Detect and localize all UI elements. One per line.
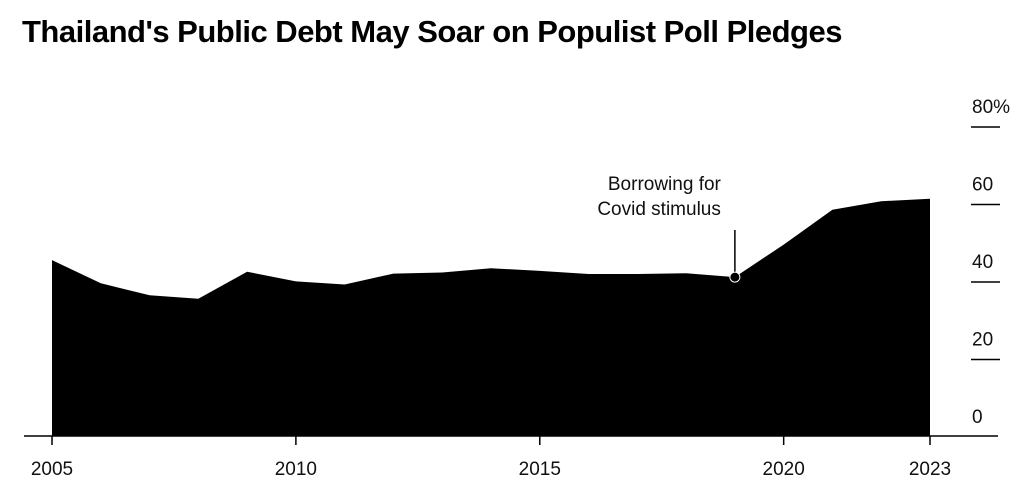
- annotation-marker: [729, 271, 741, 283]
- debt-area-series: [52, 198, 930, 436]
- y-tick-label: 60: [972, 175, 993, 196]
- x-tick-label: 2005: [31, 459, 73, 480]
- chart-title: Thailand's Public Debt May Soar on Popul…: [22, 14, 842, 49]
- y-tick-label: 0: [972, 407, 983, 428]
- annotation-text: Borrowing for: [608, 174, 722, 195]
- y-tick-label: 20: [972, 330, 993, 351]
- x-tick-label: 2015: [519, 459, 561, 480]
- y-tick-label: 40: [972, 252, 993, 273]
- x-tick-label: 2010: [275, 459, 317, 480]
- x-tick-label: 2020: [763, 459, 805, 480]
- y-tick-label: 80%: [972, 97, 1010, 118]
- annotation-text: Covid stimulus: [597, 199, 721, 220]
- x-tick-label: 2023: [909, 459, 951, 480]
